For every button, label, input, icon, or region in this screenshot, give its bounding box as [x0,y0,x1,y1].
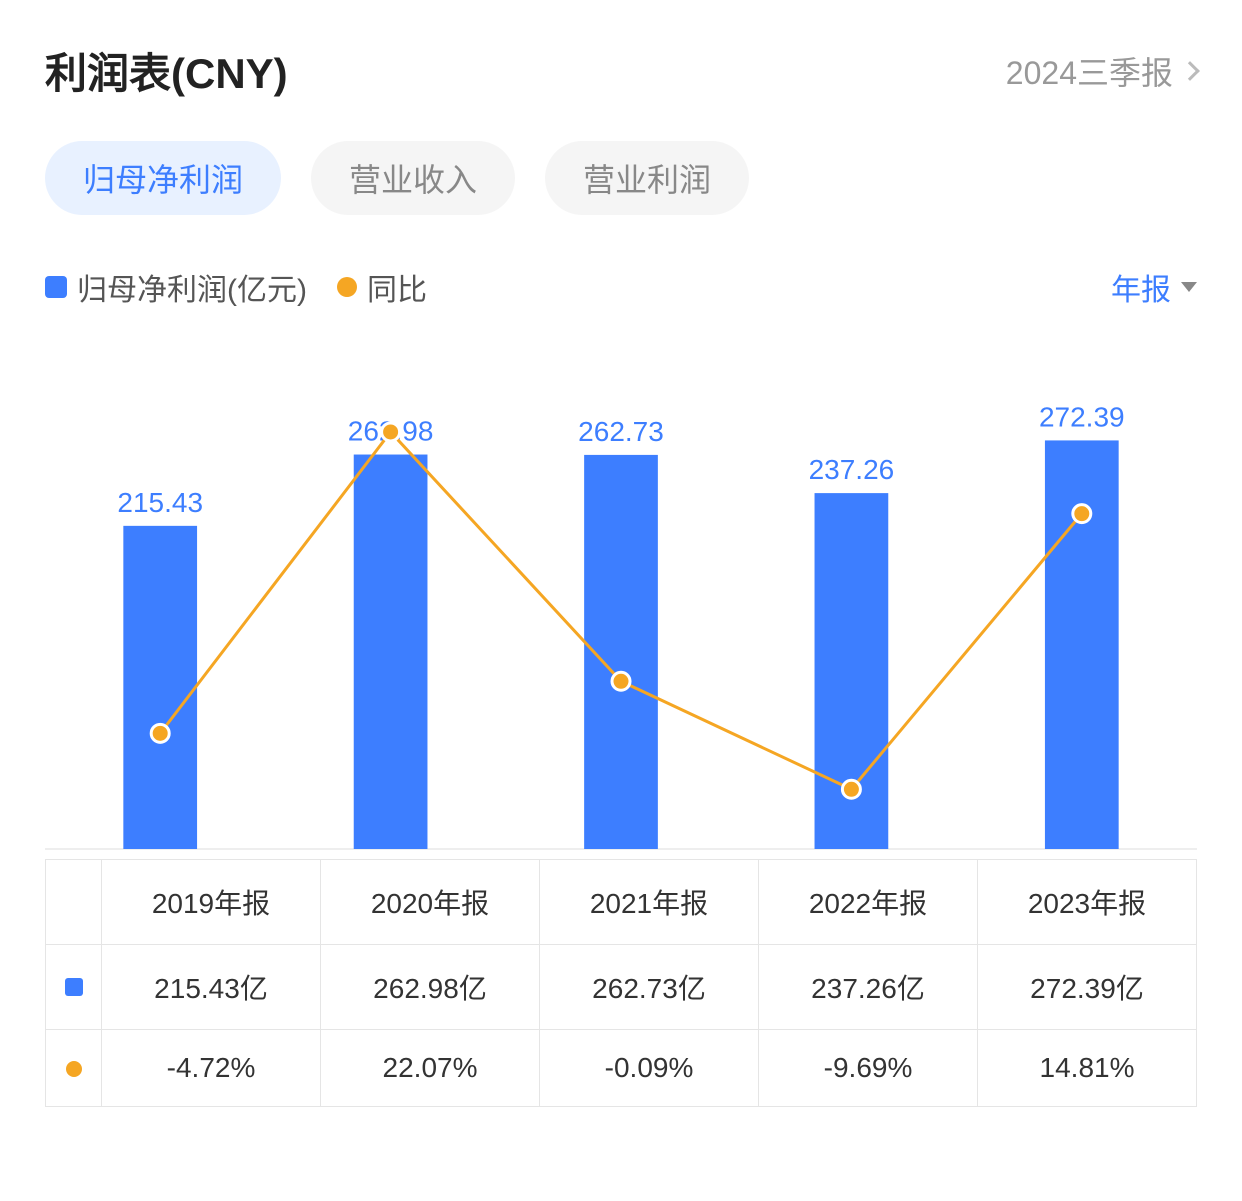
square-icon [65,978,83,996]
line-marker-2 [612,672,630,690]
bar-label-0: 215.43 [117,487,203,518]
bar-label-2: 262.73 [578,416,664,447]
tab-2[interactable]: 营业利润 [545,141,749,215]
chart-svg: 215.43262.98262.73237.26272.39 [45,339,1197,859]
period-selector[interactable]: 2024三季报 [1006,48,1197,94]
bar-0 [123,526,197,849]
legend-circle-icon [337,277,357,297]
cell-1-1: 22.07% [321,1030,540,1107]
line-marker-4 [1073,505,1091,523]
triangle-down-icon [1181,282,1197,292]
table-row: -4.72%22.07%-0.09%-9.69%14.81% [46,1030,1197,1107]
line-marker-1 [382,423,400,441]
col-header-4: 2023年报 [978,860,1197,945]
report-type-selector[interactable]: 年报 [1111,265,1197,309]
tab-0[interactable]: 归母净利润 [45,141,281,215]
circle-icon [66,1061,82,1077]
legend-bar-label: 归母净利润(亿元) [77,265,307,309]
col-header-2: 2021年报 [540,860,759,945]
row-marker-0 [46,945,102,1030]
cell-1-4: 14.81% [978,1030,1197,1107]
cell-1-2: -0.09% [540,1030,759,1107]
period-label: 2024三季报 [1006,48,1173,94]
legend-square-icon [45,276,67,298]
col-header-1: 2020年报 [321,860,540,945]
legend-item-line: 同比 [337,265,427,309]
report-type-label: 年报 [1111,265,1171,309]
chevron-right-icon [1180,61,1200,81]
table-corner [46,860,102,945]
bar-1 [354,455,428,849]
line-marker-0 [151,724,169,742]
table-row: 215.43亿262.98亿262.73亿237.26亿272.39亿 [46,945,1197,1030]
line-marker-3 [842,780,860,798]
cell-1-0: -4.72% [102,1030,321,1107]
row-marker-1 [46,1030,102,1107]
col-header-3: 2022年报 [759,860,978,945]
chart-area: 215.43262.98262.73237.26272.39 [45,339,1197,859]
cell-0-4: 272.39亿 [978,945,1197,1030]
legend-item-bar: 归母净利润(亿元) [45,265,307,309]
cell-0-1: 262.98亿 [321,945,540,1030]
col-header-0: 2019年报 [102,860,321,945]
bar-4 [1045,440,1119,849]
cell-0-0: 215.43亿 [102,945,321,1030]
tab-1[interactable]: 营业收入 [311,141,515,215]
cell-0-2: 262.73亿 [540,945,759,1030]
bar-label-4: 272.39 [1039,401,1125,432]
page-title: 利润表(CNY) [45,40,288,101]
legend-line-label: 同比 [367,265,427,309]
cell-1-3: -9.69% [759,1030,978,1107]
metric-tabs: 归母净利润营业收入营业利润 [45,141,1197,215]
bar-label-3: 237.26 [809,454,895,485]
chart-legend: 归母净利润(亿元) 同比 [45,265,427,309]
data-table: 2019年报2020年报2021年报2022年报2023年报215.43亿262… [45,859,1197,1107]
cell-0-3: 237.26亿 [759,945,978,1030]
